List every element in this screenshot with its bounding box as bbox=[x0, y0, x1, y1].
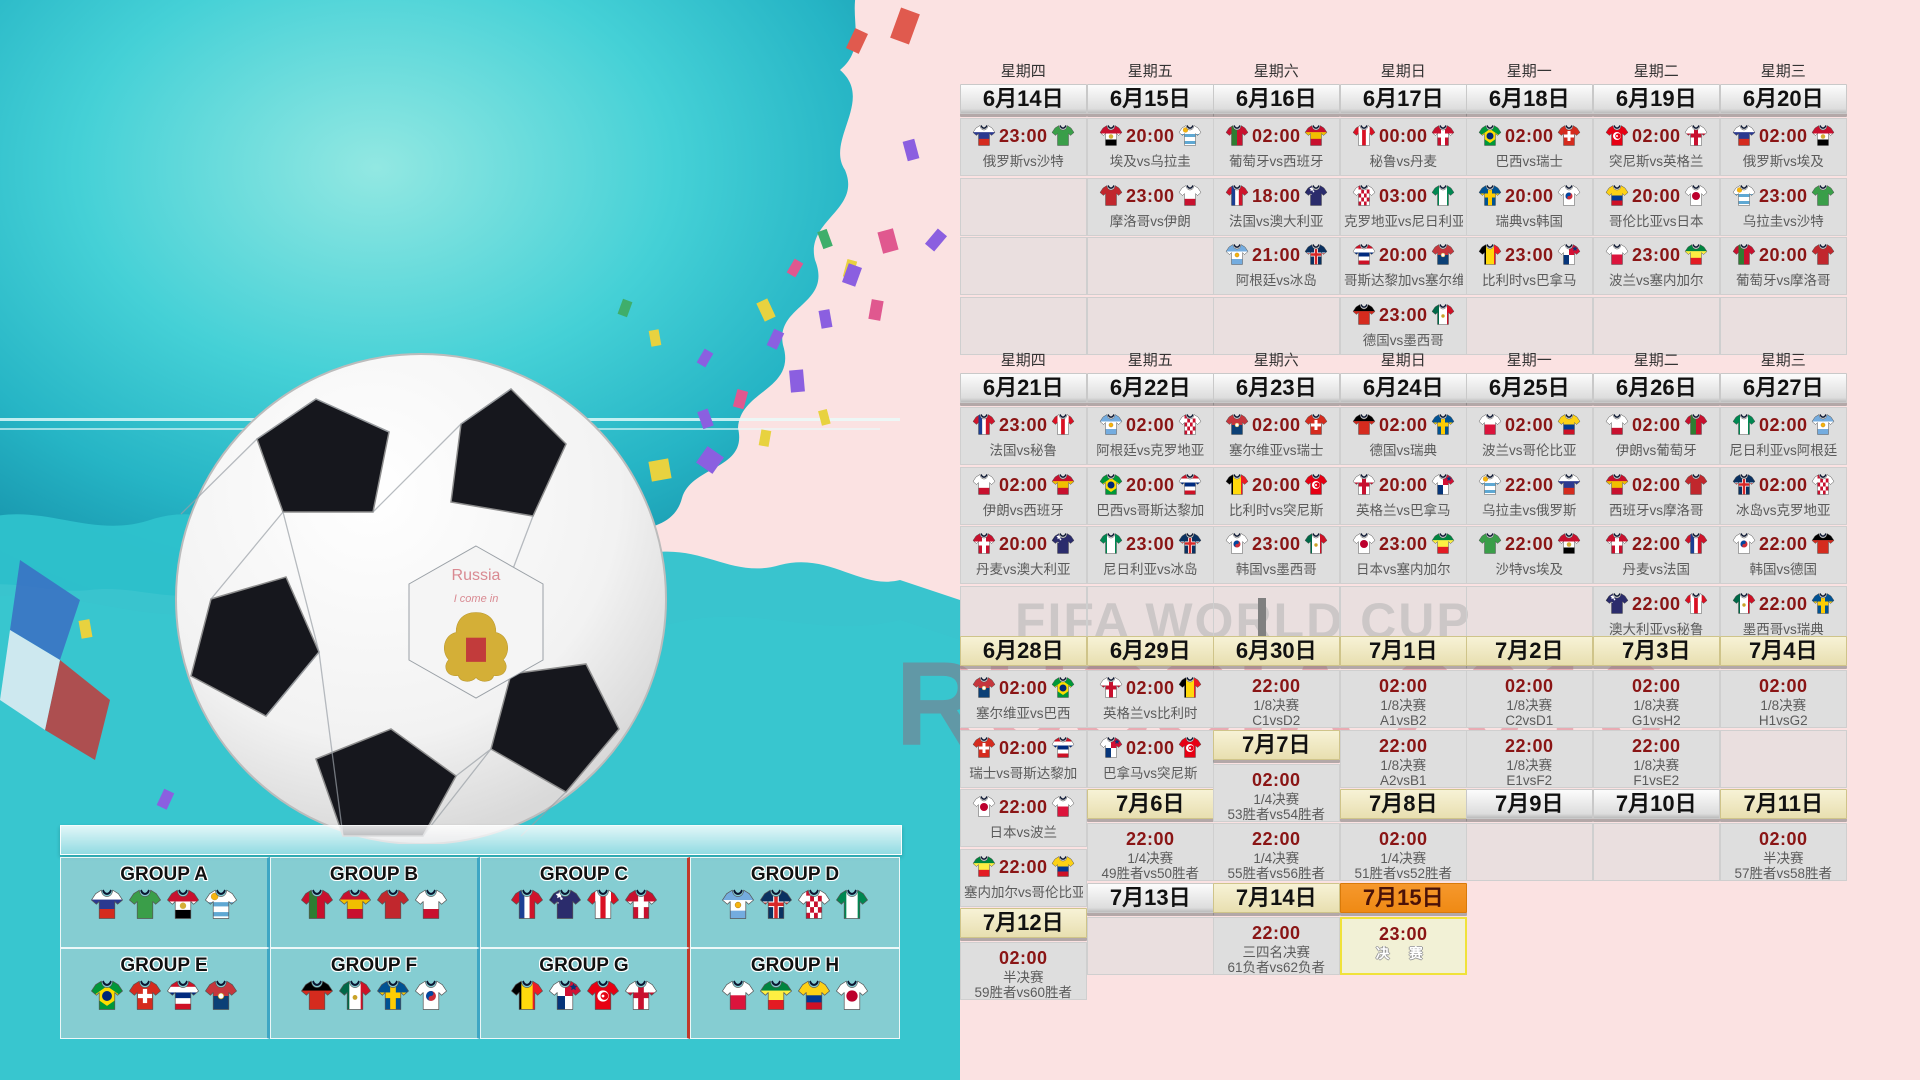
svg-text:Russia: Russia bbox=[452, 567, 501, 584]
svg-text:I come in: I come in bbox=[454, 593, 499, 605]
